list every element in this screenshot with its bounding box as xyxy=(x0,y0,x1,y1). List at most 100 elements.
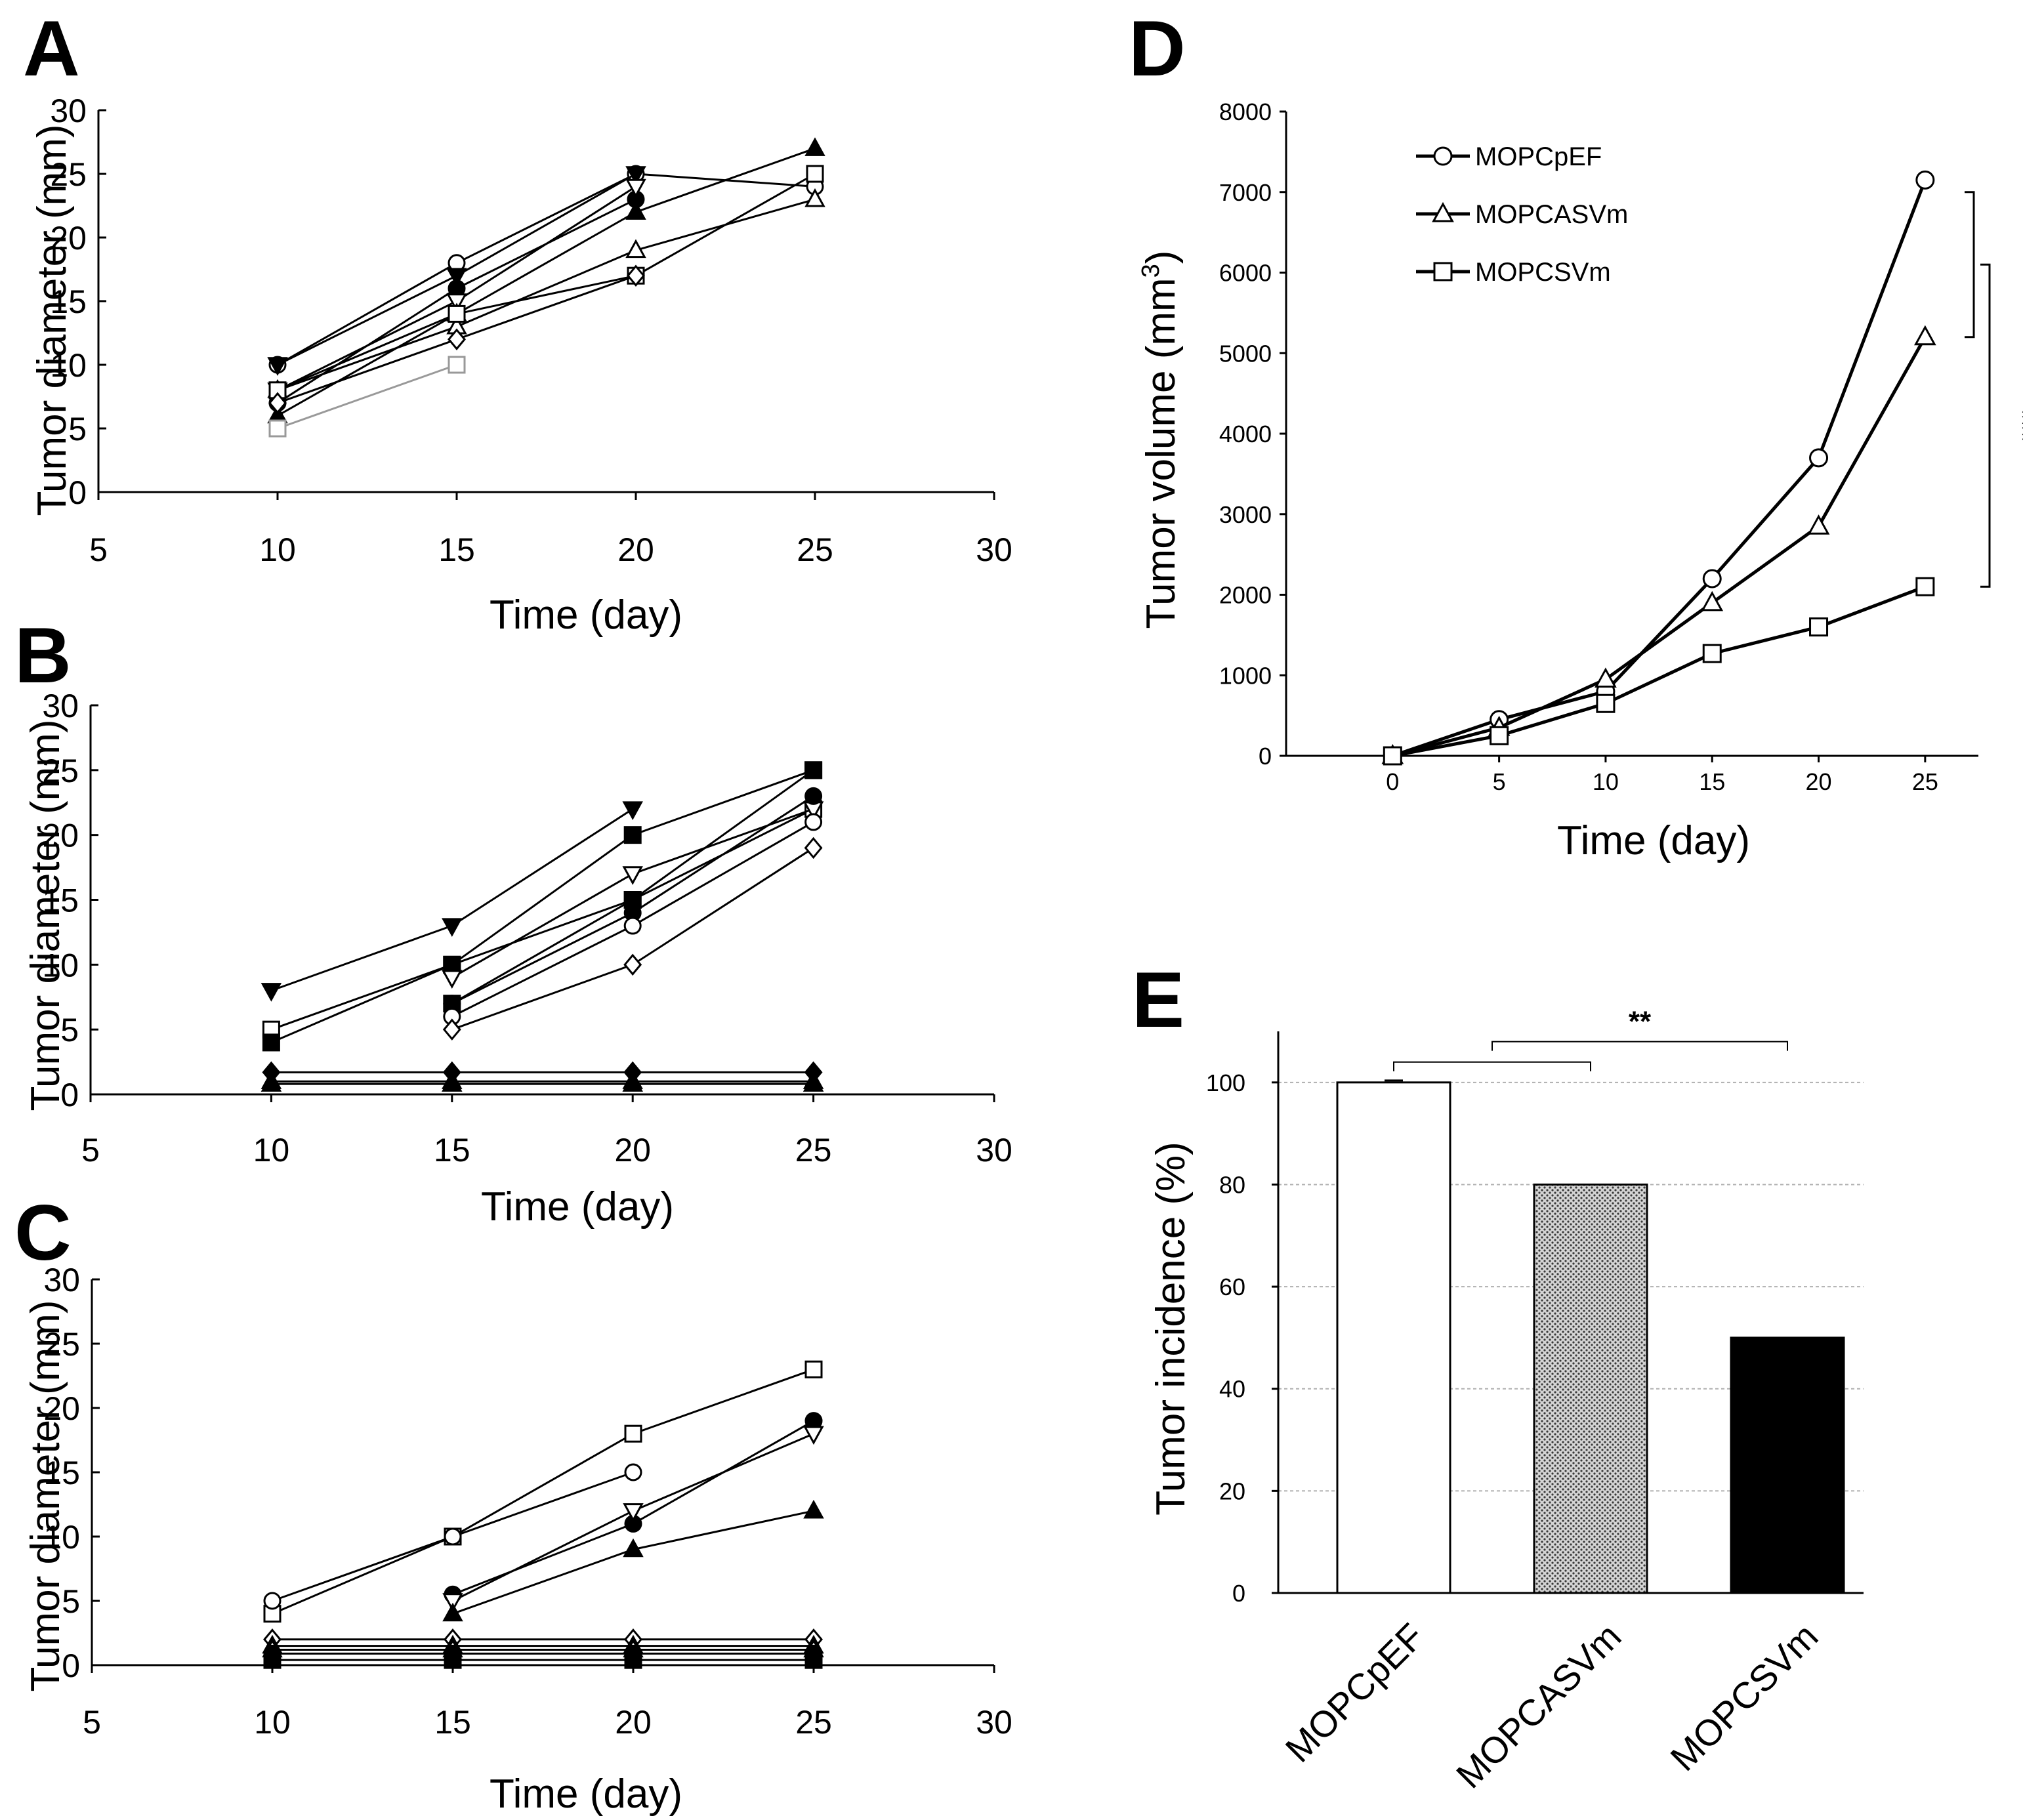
panel-a-series-9-point xyxy=(268,419,287,438)
panel-a-series-7-line xyxy=(277,173,816,392)
panel-c-y-tick-label: 10 xyxy=(43,1519,80,1556)
panel-a-x-tick-label: 30 xyxy=(976,531,1012,568)
panel-d: D Tumor volume (mm3) Time (day) 01000200… xyxy=(1129,5,2023,863)
panel-d-ylabel-close: ) xyxy=(1138,251,1184,264)
panel-c-series-10-point xyxy=(444,1651,462,1669)
legend-label-MOPCpEF: MOPCpEF xyxy=(1475,142,1602,171)
panel-a-series-9-line xyxy=(277,363,457,430)
panel-e-y-tick-label: 40 xyxy=(1219,1376,1245,1403)
panel-d-y-tick-label: 7000 xyxy=(1219,179,1272,206)
panel-c-series-4-point xyxy=(623,1503,644,1522)
panel-d-y-tick-label: 2000 xyxy=(1219,582,1272,609)
panel-b-series-8-point xyxy=(623,953,642,976)
panel-c-y-tick-label: 15 xyxy=(43,1455,80,1491)
panel-a-series-4-point xyxy=(446,293,467,312)
panel-d-series-MOPCpEF-line xyxy=(1392,179,1927,758)
panel-a-series-9-point xyxy=(448,356,466,374)
panel-d-series-MOPCASVm-point xyxy=(1914,325,1936,346)
panel-d-x-tick-label: 25 xyxy=(1912,768,1938,795)
panel-d-significance-bracket xyxy=(1965,191,1975,339)
panel-a-series-3-point xyxy=(625,166,646,185)
panel-d-series-MOPCSVm-point xyxy=(1383,746,1402,766)
panel-d-series-MOPCSVm-point xyxy=(1490,726,1509,745)
panel-d-ylabel: Tumor volume (mm3) xyxy=(1137,251,1184,629)
panel-c-x-tick-label: 10 xyxy=(254,1704,291,1741)
panel-d-y-tick-label: 1000 xyxy=(1219,662,1272,689)
panel-c-series-5-point xyxy=(803,1499,824,1519)
panel-d-y-tick-label: 4000 xyxy=(1219,421,1272,447)
panel-c-x-tick-label: 30 xyxy=(976,1704,1012,1741)
panel-c-x-tick-label: 20 xyxy=(615,1704,652,1741)
panel-a-ylabel: Tumor diameter (mm) xyxy=(30,124,75,516)
panel-c-xlabel: Time (day) xyxy=(490,1771,682,1817)
panel-e-y-tick-label: 80 xyxy=(1219,1171,1245,1198)
panel-a-series-3-point xyxy=(267,357,288,376)
panel-b-y-tick-label: 25 xyxy=(42,753,79,789)
panel-d-series-MOPCASVm-point xyxy=(1595,667,1617,688)
panel-e-significance-bracket xyxy=(1393,1061,1591,1071)
panel-c-y-tick-label: 0 xyxy=(62,1647,80,1684)
panel-a-y-tick-label: 0 xyxy=(68,474,87,511)
panel-d-series-MOPCSVm-point xyxy=(1702,644,1722,663)
panel-c-x-tick-label: 25 xyxy=(795,1704,832,1741)
panel-a-series-7-point xyxy=(448,304,466,323)
panel-b-y-tick-label: 0 xyxy=(60,1077,79,1113)
panel-d-significance-bracket xyxy=(1980,263,1991,588)
panel-c-y-tick-label: 5 xyxy=(62,1583,80,1620)
panel-b-series-1-point xyxy=(622,801,643,821)
panel-d-y-tick-label: 3000 xyxy=(1219,501,1272,528)
panel-a-y-tick-label: 30 xyxy=(50,93,87,129)
panel-a-y-tick-label: 20 xyxy=(50,220,87,257)
panel-a-series-8-point xyxy=(627,264,645,287)
panel-b-series-3-line xyxy=(270,769,814,1044)
panel-b-label: B xyxy=(14,611,72,699)
panel-e-label: E xyxy=(1132,956,1184,1044)
panel-c-series-5-point xyxy=(623,1538,644,1558)
panel-b-x-tick-label: 10 xyxy=(253,1132,290,1169)
panel-a-series-6-point xyxy=(804,188,825,207)
panel-d-series-MOPCASVm-point xyxy=(1807,514,1830,535)
panel-c-y-tick-label: 30 xyxy=(43,1262,80,1298)
panel-b-x-tick-label: 15 xyxy=(434,1132,470,1169)
legend-label-MOPCSVm: MOPCSVm xyxy=(1475,258,1611,287)
panel-c: C Tumor diameter (mm) Time (day) 0510152… xyxy=(14,1189,1012,1817)
panel-b-series-4-point xyxy=(442,970,463,989)
panel-a-series-6-point xyxy=(625,239,646,259)
panel-c-ylabel: Tumor diameter (mm) xyxy=(23,1300,68,1691)
panel-b-y-tick-label: 15 xyxy=(42,882,79,919)
panel-b-x-tick-label: 25 xyxy=(795,1132,832,1169)
panel-a-series-5-point xyxy=(804,137,825,156)
panel-d-label: D xyxy=(1129,5,1186,93)
panel-b-series-1-point xyxy=(261,983,282,1002)
panel-b-x-tick-label: 20 xyxy=(614,1132,651,1169)
panel-b-series-7-point xyxy=(623,917,642,935)
panel-c-x-tick-label: 15 xyxy=(434,1704,471,1741)
panel-d-series-MOPCSVm-line xyxy=(1392,585,1926,758)
panel-d-legend: MOPCpEF MOPCASVm MOPCSVm xyxy=(1416,142,1628,287)
panel-a-y-tick-label: 10 xyxy=(50,347,87,384)
panel-d-y-tick-label: 6000 xyxy=(1219,260,1272,287)
panel-e-significance-bracket xyxy=(1491,1041,1788,1051)
panel-e-plot: 0 20 40 60 80 100 MOPCpEF MOPCASVm MOPCSVm ** xyxy=(1206,1006,1864,1796)
panel-a-y-tick-label: 5 xyxy=(68,411,87,447)
panel-b: B Tumor diameter (mm) Time (day) 0510152… xyxy=(14,611,1012,1230)
panel-b-xlabel: Time (day) xyxy=(481,1184,674,1230)
panel-a-x-tick-label: 5 xyxy=(89,531,108,568)
panel-c-series-1-point xyxy=(624,1424,642,1443)
panel-b-x-tick-label: 5 xyxy=(81,1132,100,1169)
panel-c-series-10-point xyxy=(263,1651,282,1669)
panel-a-series-8-point xyxy=(268,392,287,414)
panel-d-series-MOPCpEF-point xyxy=(1915,170,1935,190)
panel-a-series-3-point xyxy=(446,268,467,287)
panel-d-x-tick-label: 15 xyxy=(1699,768,1725,795)
panel-d-x-tick-label: 20 xyxy=(1806,768,1832,795)
panel-d-significance-label: *** xyxy=(2007,409,2023,443)
panel-e-category-label: MOPCASVm xyxy=(1448,1615,1629,1796)
panel-a-y-tick-label: 15 xyxy=(50,283,87,320)
panel-d-y-tick-label: 0 xyxy=(1259,743,1272,770)
panel-e-category-label: MOPCSVm xyxy=(1662,1615,1825,1779)
panel-b-series-11-point xyxy=(803,1073,824,1092)
panel-e-significance-label: ** xyxy=(1629,1006,1652,1038)
panel-d-series-MOPCASVm-line xyxy=(1392,336,1927,758)
